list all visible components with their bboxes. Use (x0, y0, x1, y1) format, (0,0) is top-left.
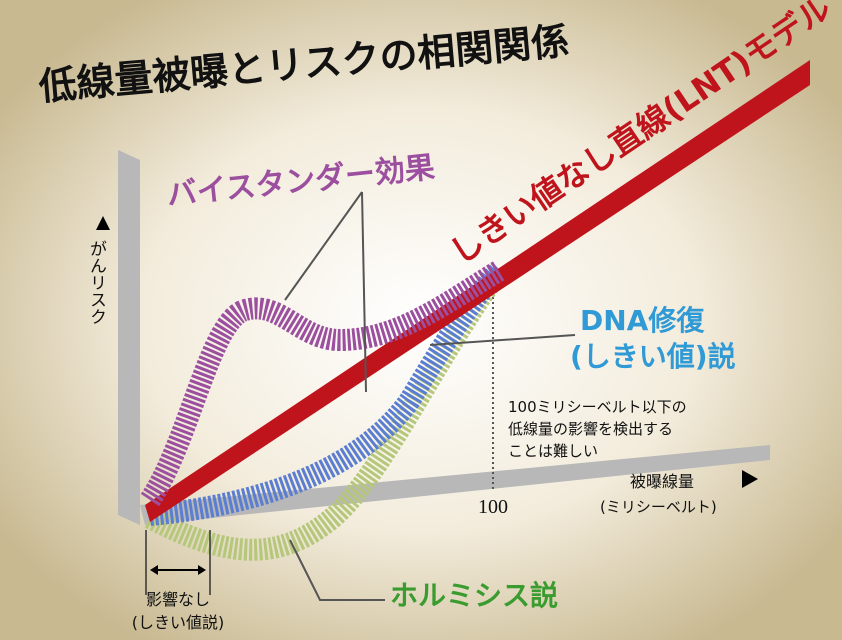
leader-line (429, 334, 576, 346)
bystander-curve (140, 260, 506, 507)
x-axis-label: (ミリシーベルト) (600, 498, 717, 516)
leader-line (284, 191, 363, 301)
note: ことは難しい (508, 442, 598, 460)
x-axis-label: 被曝線量 (630, 472, 694, 491)
x-axis-slab (140, 445, 770, 525)
dna-repair-curve (149, 262, 508, 526)
y-axis-slab (118, 150, 140, 525)
dna-label: (しきい値)説 (570, 340, 736, 373)
lnt-band (145, 60, 810, 522)
y-axis-label: がんリスク (86, 240, 106, 325)
note: 100ミリシーベルト以下の (508, 398, 687, 416)
no-effect-label: (しきい値説) (132, 613, 225, 632)
no-effect-label: 影響なし (146, 590, 210, 609)
x-tick-label: 100 (478, 496, 508, 518)
x-axis-arrow (742, 470, 758, 488)
note: 低線量の影響を検出する (508, 420, 673, 438)
arrow-head (150, 565, 158, 575)
leader-line (361, 191, 367, 393)
y-axis-arrow (96, 216, 110, 230)
hormesis-label: ホルミシス説 (390, 579, 558, 612)
dna-label: DNA修復 (580, 304, 705, 337)
arrow-head (198, 565, 206, 575)
leader-line (289, 539, 385, 601)
